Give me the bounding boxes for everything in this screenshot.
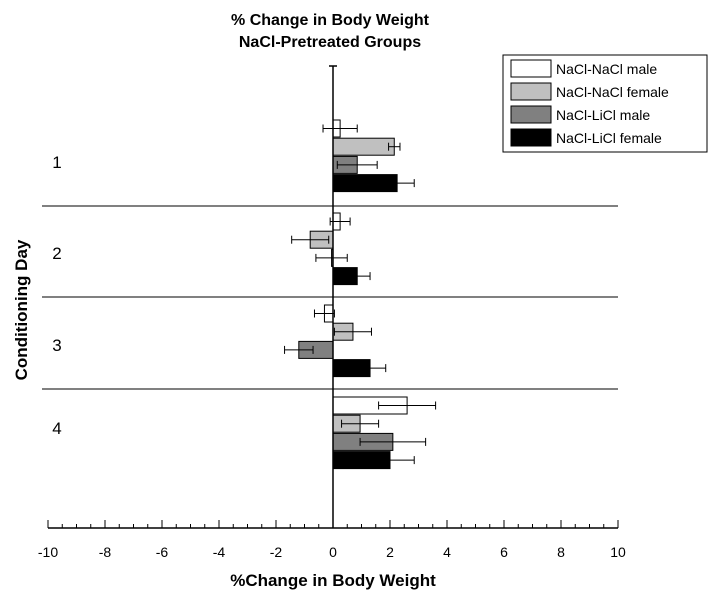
day-label-1: 1 bbox=[52, 153, 61, 172]
x-tick-label: -4 bbox=[213, 544, 226, 560]
day-label-4: 4 bbox=[52, 419, 61, 438]
chart-title: % Change in Body Weight NaCl-Pretreated … bbox=[231, 12, 430, 51]
bars bbox=[284, 119, 437, 470]
day-dividers bbox=[42, 205, 618, 390]
chart-title-line-2: NaCl-Pretreated Groups bbox=[239, 34, 421, 51]
x-tick-label: 4 bbox=[443, 544, 451, 560]
x-tick-label: 10 bbox=[610, 544, 626, 560]
legend-label-4: NaCl-LiCl female bbox=[556, 130, 662, 146]
legend-swatch-2 bbox=[510, 82, 552, 101]
x-tick-label: -10 bbox=[38, 544, 58, 560]
x-tick-label: -8 bbox=[99, 544, 112, 560]
legend-swatch-3 bbox=[510, 105, 552, 124]
legend-label-2: NaCl-NaCl female bbox=[556, 84, 669, 100]
x-tick-label: 2 bbox=[386, 544, 394, 560]
x-tick-label: -6 bbox=[156, 544, 169, 560]
legend-label-1: NaCl-NaCl male bbox=[556, 61, 657, 77]
legend-label-3: NaCl-LiCl male bbox=[556, 107, 650, 123]
x-tick-label: 8 bbox=[557, 544, 565, 560]
x-tick-label: 0 bbox=[329, 544, 337, 560]
day-label-3: 3 bbox=[52, 336, 61, 355]
x-axis-ticks: -10 -8 -6 -4 -2 0 2 4 6 8 10 bbox=[38, 520, 626, 560]
chart-title-line-1: % Change in Body Weight bbox=[231, 12, 430, 29]
legend-swatch-4 bbox=[510, 128, 552, 147]
day-label-2: 2 bbox=[52, 244, 61, 263]
legend: NaCl-NaCl male NaCl-NaCl female NaCl-LiCl … bbox=[502, 54, 708, 153]
y-axis-title: Conditioning Day bbox=[12, 239, 31, 380]
day-labels: 1 2 3 4 bbox=[52, 153, 61, 438]
x-tick-label: -2 bbox=[270, 544, 283, 560]
x-axis-title: %Change in Body Weight bbox=[230, 571, 436, 590]
legend-swatch-1 bbox=[510, 59, 552, 78]
bar-day1-series2 bbox=[332, 137, 395, 156]
x-tick-label: 6 bbox=[500, 544, 508, 560]
